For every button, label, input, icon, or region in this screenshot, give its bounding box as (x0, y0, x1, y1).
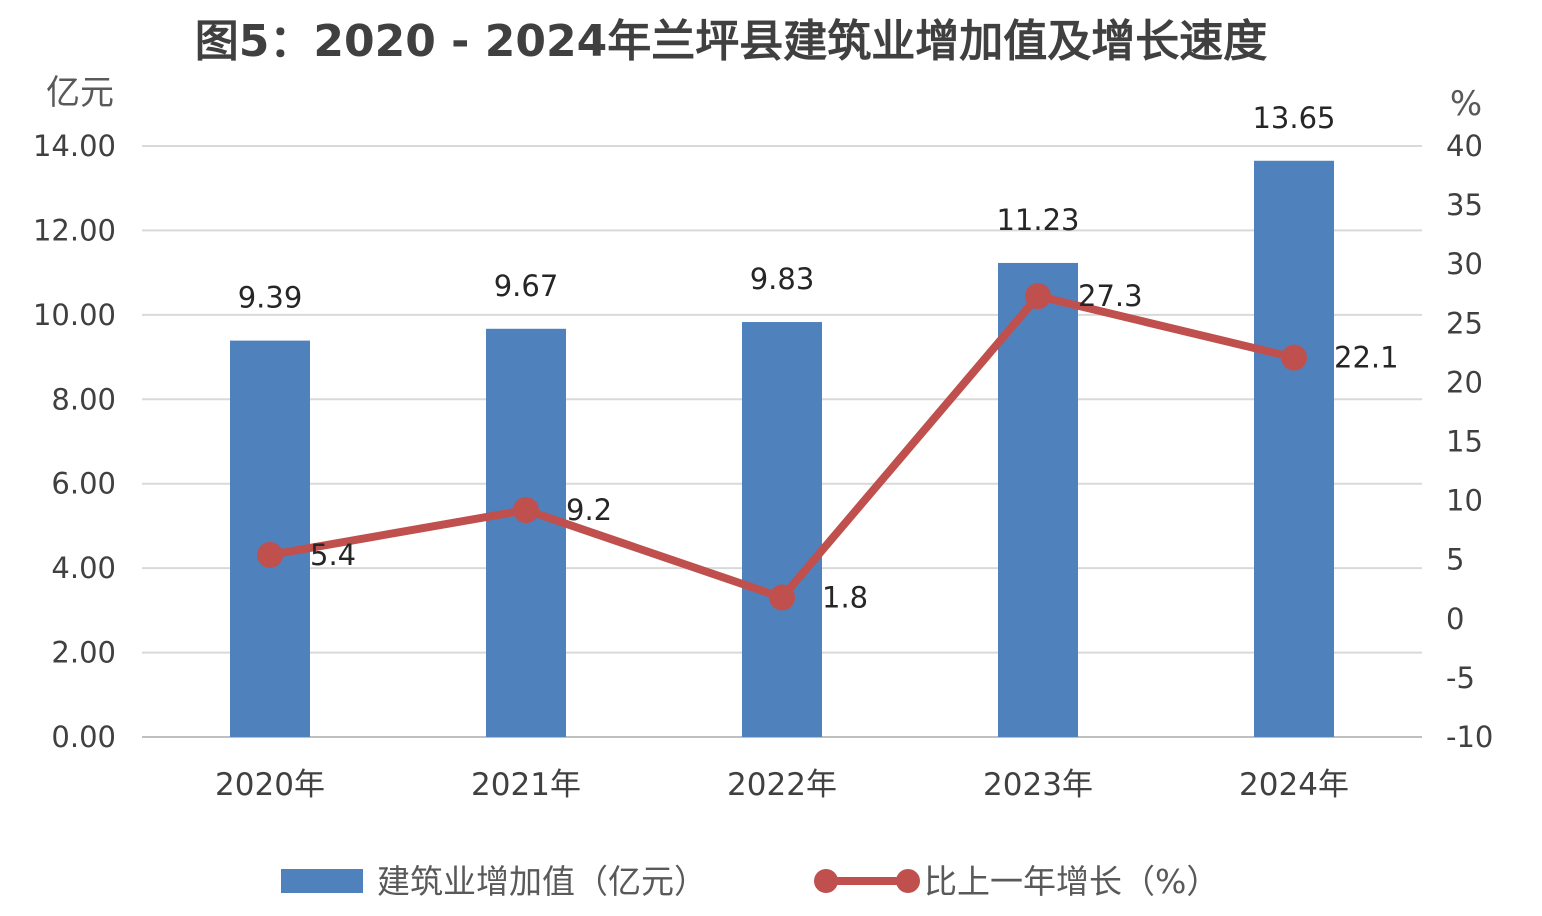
line-point (257, 541, 283, 568)
legend-line-marker (896, 869, 920, 893)
category-label: 2021年 (471, 767, 581, 803)
category-label: 2023年 (983, 767, 1093, 803)
bar-data-label: 11.23 (996, 203, 1079, 237)
right-tick-label: 0 (1446, 602, 1464, 636)
legend-bar-swatch (281, 869, 363, 893)
legend-bar-label: 建筑业增加值（亿元） (377, 862, 707, 901)
left-tick-label: 10.00 (33, 298, 116, 332)
bar-data-label: 9.67 (494, 269, 559, 303)
legend-line-marker (814, 869, 838, 893)
category-label: 2024年 (1239, 767, 1349, 803)
left-tick-label: 4.00 (51, 551, 116, 585)
right-tick-label: 20 (1446, 365, 1483, 399)
line-point (1281, 344, 1307, 371)
category-label: 2020年 (215, 767, 325, 803)
bar-data-label: 9.83 (750, 262, 815, 296)
bar (486, 328, 566, 737)
right-tick-label: -5 (1446, 661, 1475, 695)
left-tick-label: 14.00 (33, 129, 116, 163)
right-tick-label: 35 (1446, 188, 1483, 222)
legend: 建筑业增加值（亿元） 比上一年增长（%） (281, 862, 1219, 901)
left-tick-label: 0.00 (51, 720, 116, 754)
line-data-label: 9.2 (566, 493, 612, 527)
bar (742, 322, 822, 737)
bar (998, 262, 1078, 737)
left-axis-unit: 亿元 (46, 73, 114, 113)
line-data-label: 27.3 (1078, 279, 1143, 313)
category-label: 2022年 (727, 767, 837, 803)
legend-line-label: 比上一年增长（%） (924, 862, 1219, 901)
line-data-label: 1.8 (822, 581, 868, 615)
right-tick-label: 10 (1446, 484, 1483, 518)
left-tick-label: 6.00 (51, 467, 116, 501)
chart-title: 图5：2020 - 2024年兰坪县建筑业增加值及增长速度 (195, 16, 1267, 67)
right-tick-label: 25 (1446, 306, 1483, 340)
left-tick-label: 8.00 (51, 382, 116, 416)
right-tick-label: 30 (1446, 247, 1483, 281)
right-tick-label: 15 (1446, 425, 1483, 459)
bar-data-label: 13.65 (1252, 101, 1335, 135)
bar (1254, 160, 1334, 737)
right-tick-label: -10 (1446, 720, 1493, 754)
category-axis-labels: 2020年 2021年 2022年 2023年 2024年 (215, 767, 1349, 803)
left-tick-label: 12.00 (33, 213, 116, 247)
right-axis-ticks: -10 -5 0 5 10 15 20 25 30 35 40 (1446, 129, 1493, 754)
left-axis-ticks: 0.00 2.00 4.00 6.00 8.00 10.00 12.00 14.00 (33, 129, 116, 754)
right-tick-label: 5 (1446, 543, 1464, 577)
bar-data-label: 9.39 (238, 281, 303, 315)
line-series: 5.4 9.2 1.8 27.3 22.1 (257, 279, 1399, 615)
left-tick-label: 2.00 (51, 636, 116, 670)
line-point (1025, 283, 1051, 310)
bar-series: 9.39 9.67 9.83 11.23 13.65 (230, 101, 1336, 737)
line-data-label: 5.4 (310, 538, 356, 572)
right-tick-label: 40 (1446, 129, 1483, 163)
right-axis-unit: % (1450, 84, 1482, 124)
line-data-label: 22.1 (1334, 341, 1399, 375)
line-point (769, 584, 795, 611)
bar (230, 340, 310, 737)
line-point (513, 497, 539, 524)
